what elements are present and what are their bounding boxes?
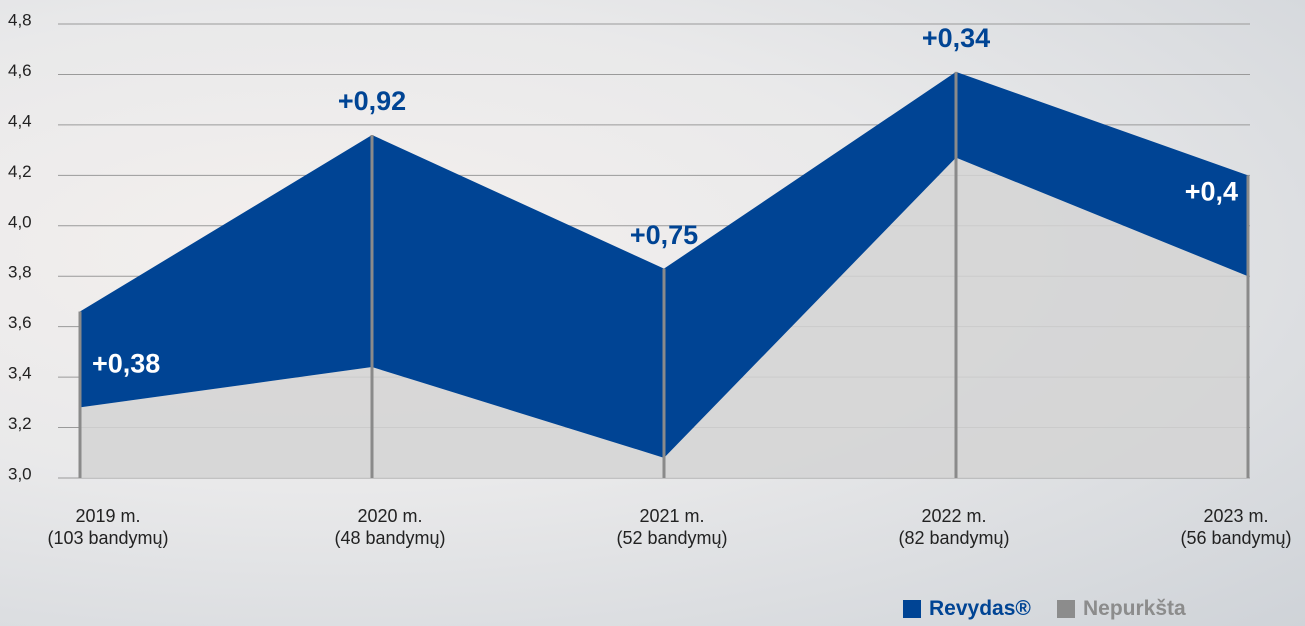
y-tick-label: 4,2 (8, 162, 32, 181)
y-tick-label: 4,0 (8, 212, 32, 231)
y-tick-label: 4,6 (8, 61, 32, 80)
y-tick-label: 3,2 (8, 414, 32, 433)
legend-swatch (903, 600, 921, 618)
legend-item: Nepurkšta (1057, 597, 1186, 621)
value-label: +0,75 (630, 220, 698, 250)
x-tick-label: 2020 m. (48 bandymų) (334, 506, 446, 548)
x-tick-label: 2023 m. (56 bandymų) (1180, 506, 1292, 548)
x-tick-label: 2021 m. (52 bandymų) (616, 506, 728, 548)
y-tick-label: 4,4 (8, 111, 32, 130)
legend-label: Nepurkšta (1083, 597, 1186, 620)
legend-item: Revydas® (903, 597, 1031, 621)
x-tick-label: 2019 m. (103 bandymų) (47, 506, 169, 548)
y-tick-label: 3,6 (8, 313, 32, 332)
y-tick-label: 3,4 (8, 364, 32, 383)
value-label: +0,38 (92, 349, 160, 379)
y-tick-label: 3,8 (8, 263, 32, 282)
y-tick-label: 4,8 (8, 10, 32, 29)
value-label: +0,92 (338, 86, 406, 116)
legend-swatch (1057, 600, 1075, 618)
value-label: +0,34 (922, 23, 990, 53)
y-tick-label: 3,0 (8, 464, 32, 483)
value-label: +0,4 (1185, 176, 1238, 206)
legend-label: Revydas® (929, 597, 1031, 620)
x-tick-label: 2022 m. (82 bandymų) (898, 506, 1010, 548)
